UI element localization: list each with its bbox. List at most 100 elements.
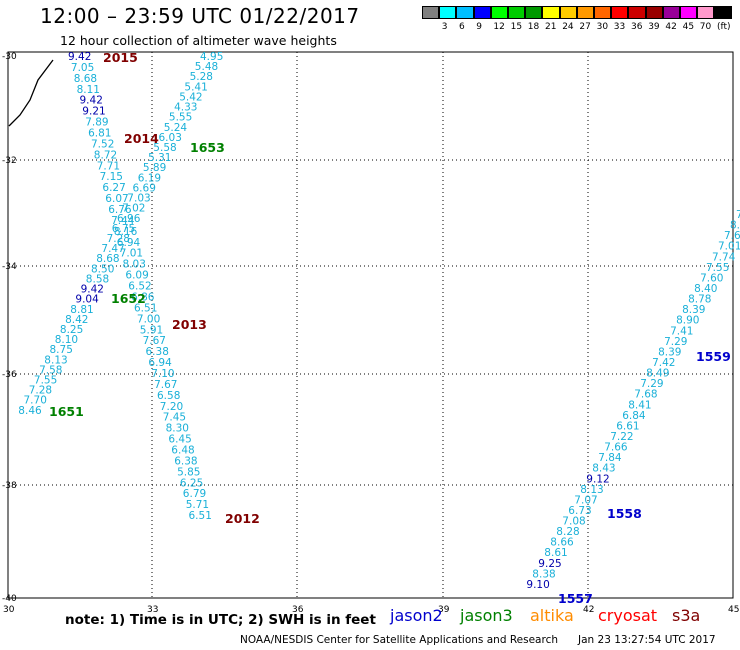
swh-value-label: 8.39: [658, 346, 681, 358]
generated-timestamp: Jan 23 13:27:54 UTC 2017: [578, 634, 716, 646]
swh-value-label: 6.09: [125, 270, 148, 282]
swh-value-label: 8.40: [694, 283, 717, 295]
color-scale-swatch: [473, 6, 491, 19]
swh-value-label: 8.61: [544, 547, 567, 559]
swh-value-label: 5.58: [153, 142, 176, 154]
swh-value-label: 7.74: [712, 251, 736, 263]
swh-value-label: 7.42: [652, 357, 675, 369]
swh-value-label: 7.71: [97, 160, 120, 172]
map-title: 12:00 – 23:59 UTC 01/22/2017: [40, 4, 360, 28]
swh-value-label: 7.6: [724, 230, 740, 242]
swh-value-label: 7.28: [107, 233, 130, 245]
swh-value-label: 7.45: [163, 412, 186, 424]
swh-value-label: 6.94: [117, 237, 141, 249]
lat-tick-label: -34: [2, 262, 17, 272]
lat-tick-label: -30: [2, 52, 17, 62]
swh-value-label: 9.42: [68, 51, 91, 63]
color-scale-swatch: [680, 6, 698, 19]
swh-value-label: 7.84: [598, 452, 622, 464]
swh-value-label: 6.38: [174, 455, 197, 467]
swh-value-label: 6.61: [616, 420, 639, 432]
swh-value-label: 6.69: [133, 182, 156, 194]
color-scale-label: 21: [545, 22, 557, 32]
swh-value-label: 7.4: [736, 209, 740, 221]
swh-value-label: 7.55: [706, 262, 729, 274]
pass-time-label: 1558: [607, 506, 642, 521]
swh-value-label: 8.25: [60, 324, 83, 336]
pass-time-label: 2014: [124, 131, 159, 146]
swh-value-label: 6.76: [108, 204, 132, 216]
swh-value-label: 8.38: [532, 568, 555, 580]
swh-value-label: 9.10: [526, 579, 549, 591]
track-2: 4.955.485.285.415.424.335.555.246.035.58…: [18, 51, 223, 417]
swh-value-label: 8.3: [730, 220, 740, 232]
swh-value-label: 6.75: [112, 223, 135, 235]
swh-value-label: 8.68: [74, 73, 97, 85]
swh-value-label: 8.81: [70, 304, 93, 316]
swh-value-label: 8.41: [628, 399, 651, 411]
swh-value-label: 6.07: [105, 193, 128, 205]
swh-value-label: 6.94: [148, 357, 172, 369]
pass-time-label: 1651: [49, 404, 84, 419]
lat-tick-label: -32: [2, 156, 17, 166]
color-scale-swatch: [594, 6, 612, 19]
map-frame: [7, 51, 734, 599]
track-1: 9.427.058.688.119.429.217.896.817.528.72…: [68, 51, 212, 522]
swh-value-label: 6.38: [146, 346, 169, 358]
swh-value-label: 8.50: [91, 263, 114, 275]
swh-value-label: 5.55: [169, 112, 192, 124]
swh-value-label: 4.95: [200, 51, 223, 63]
swh-value-label: 7.67: [154, 379, 177, 391]
color-scale-swatch: [628, 6, 646, 19]
color-scale-label: 36: [631, 22, 643, 32]
swh-value-label: 5.28: [190, 71, 213, 83]
color-scale-label: 6: [459, 22, 465, 32]
swh-value-label: 9.25: [538, 558, 561, 570]
swh-value-label: 7.70: [24, 395, 47, 407]
swh-value-label: 7.01: [120, 248, 143, 260]
lon-tick-label: 36: [292, 605, 304, 615]
swh-value-label: 7.28: [29, 385, 52, 397]
color-scale-label: 33: [613, 22, 626, 32]
color-scale-swatch: [559, 6, 577, 19]
swh-value-label: 7.02: [122, 203, 145, 215]
swh-value-label: 9.12: [586, 473, 609, 485]
color-scale-swatch: [714, 6, 732, 19]
satellite-name-jason2: jason2: [390, 606, 443, 625]
swh-value-label: 6.19: [138, 172, 161, 184]
color-scale-swatch: [697, 6, 715, 19]
swh-value-label: 6.25: [180, 477, 203, 489]
swh-value-label: 6.84: [622, 410, 646, 422]
footnote: note: 1) Time is in UTC; 2) SWH is in fe…: [65, 612, 376, 628]
swh-value-label: 7.47: [101, 243, 124, 255]
swh-value-label: 8.10: [55, 334, 78, 346]
swh-value-label: 6.81: [88, 128, 111, 140]
swh-value-label: 9.04: [75, 294, 99, 306]
swh-value-label: 7.44: [111, 215, 135, 227]
swh-value-label: 8.75: [50, 344, 73, 356]
pass-time-label: 1653: [190, 140, 225, 155]
swh-value-label: 7.00: [137, 313, 160, 325]
swh-value-label: 5.85: [177, 466, 200, 478]
swh-value-label: 7.55: [34, 375, 57, 387]
track-3: 7.48.37.67.017.747.557.608.408.788.398.9…: [526, 209, 740, 591]
satellite-name-s3a: s3a: [672, 606, 701, 625]
swh-value-label: 7.07: [574, 494, 597, 506]
swh-value-label: 6.86: [131, 292, 155, 304]
color-scale-swatch: [542, 6, 560, 19]
swh-value-label: 7.08: [562, 516, 585, 528]
swh-value-label: 8.28: [556, 526, 579, 538]
pass-time-label: 2012: [225, 511, 260, 526]
swh-value-label: 8.42: [65, 314, 88, 326]
swh-value-label: 6.51: [134, 302, 157, 314]
swh-value-label: 8.43: [592, 463, 615, 475]
map-subtitle: 12 hour collection of altimeter wave hei…: [60, 33, 337, 48]
satellite-name-cryosat: cryosat: [598, 606, 658, 625]
coastline: [8, 59, 54, 127]
swh-value-label: 4.33: [174, 102, 197, 114]
swh-value-label: 8.68: [96, 253, 119, 265]
swh-value-label: 7.52: [91, 138, 114, 150]
swh-value-label: 6.48: [171, 445, 194, 457]
